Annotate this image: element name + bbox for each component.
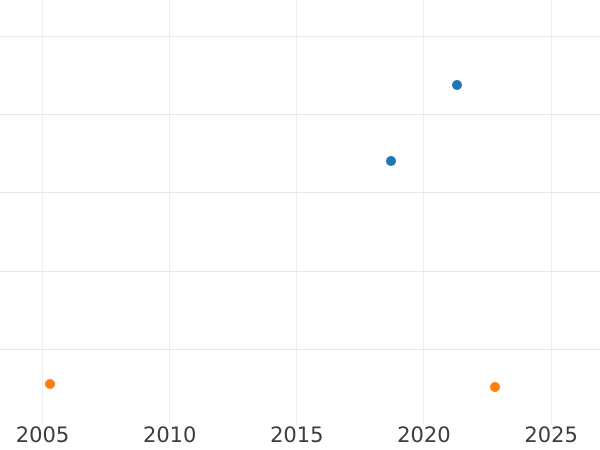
blue-series-point bbox=[452, 79, 462, 90]
grid-hline bbox=[0, 270, 600, 272]
x-tick-label: 2010 bbox=[142, 423, 197, 447]
x-tick-label: 2005 bbox=[15, 423, 70, 447]
blue-series-point bbox=[385, 155, 396, 166]
grid-vline bbox=[550, 0, 552, 424]
grid-vline bbox=[296, 0, 298, 424]
orange-series-point bbox=[490, 382, 501, 393]
grid-hline bbox=[0, 114, 600, 116]
x-tick-label: 2015 bbox=[270, 423, 324, 447]
grid-vline bbox=[42, 0, 43, 424]
x-tick-label: 2025 bbox=[524, 423, 578, 447]
grid-hline bbox=[0, 35, 600, 37]
grid-vline bbox=[169, 0, 171, 424]
grid-hline bbox=[0, 192, 600, 194]
grid-hline bbox=[0, 349, 600, 350]
x-tick-label: 2020 bbox=[397, 423, 451, 447]
orange-series-point bbox=[45, 379, 56, 389]
grid-vline bbox=[423, 0, 425, 424]
